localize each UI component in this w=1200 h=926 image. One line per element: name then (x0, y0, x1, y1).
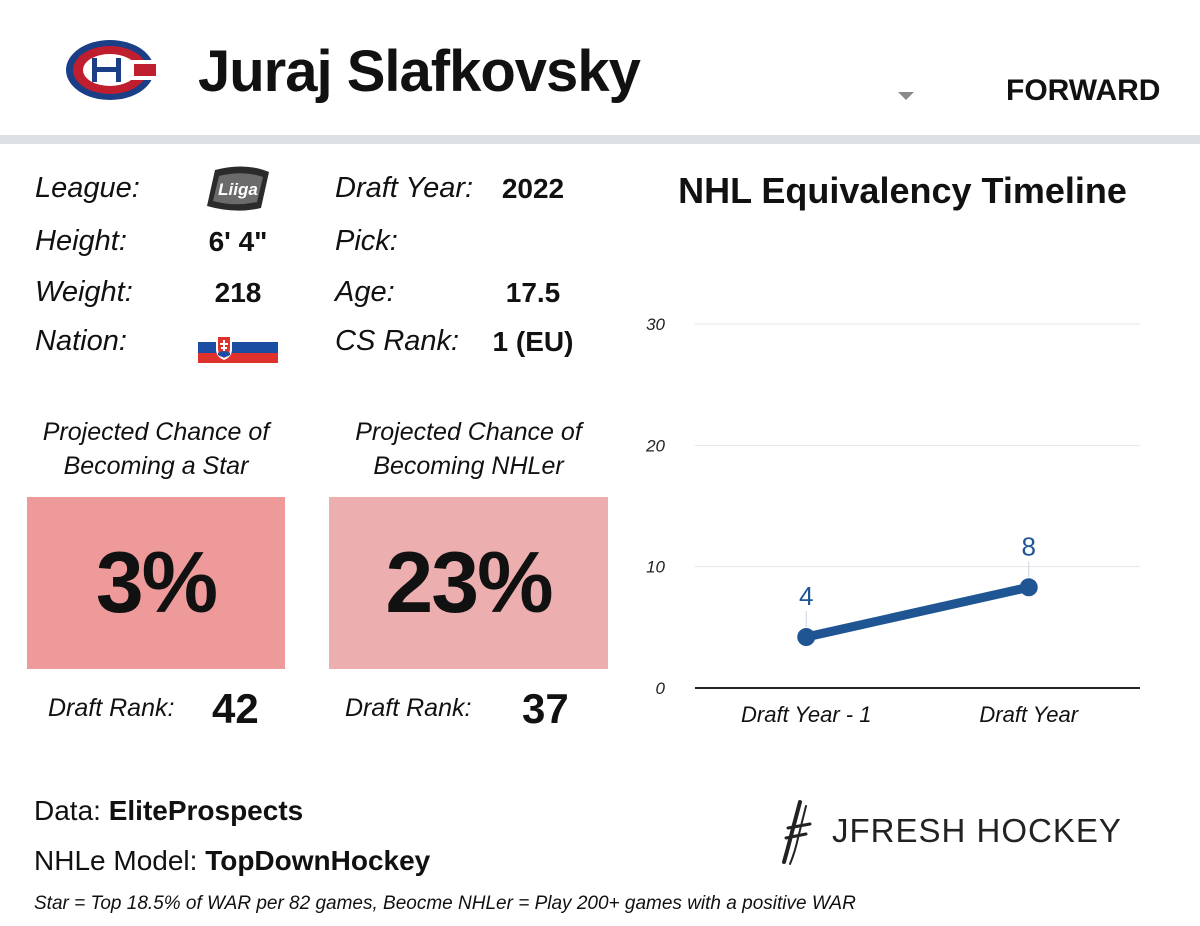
x-tick-label: Draft Year (979, 702, 1079, 727)
data-label: 8 (1022, 531, 1036, 561)
weight-value: 218 (214, 277, 262, 308)
x-tick-label: Draft Year - 1 (741, 702, 871, 727)
pick-label: Pick: (335, 225, 398, 257)
nhler-draft-rank-label: Draft Rank: (345, 694, 472, 722)
star-chance-value: 3% (95, 534, 218, 631)
data-source-name: EliteProspects (108, 795, 304, 826)
y-tick-label: 10 (646, 558, 665, 577)
nhler-projection-title: Projected Chance of Becoming NHLer (329, 415, 608, 483)
age-label: Age: (335, 276, 395, 308)
league-label: League: (35, 172, 140, 204)
star-projection-title: Projected Chance of Becoming a Star (27, 415, 285, 483)
draft-year-label: Draft Year: (335, 172, 474, 204)
slovakia-flag-icon (198, 331, 278, 363)
nhler-projection-title-line2: Becoming NHLer (373, 452, 564, 480)
position-dropdown-icon[interactable] (898, 92, 914, 100)
nhler-draft-rank-value: 37 (522, 685, 569, 732)
jfresh-logo-icon (780, 798, 820, 868)
nation-label: Nation: (35, 325, 127, 357)
star-draft-rank-label: Draft Rank: (48, 694, 175, 722)
data-point (797, 628, 816, 647)
y-tick-label: 0 (656, 679, 666, 698)
cs-rank-value: 1 (EU) (492, 326, 574, 357)
star-chance-box: 3% (27, 497, 285, 669)
nhler-projection-title-line1: Projected Chance of (355, 418, 582, 446)
star-projection-title-line1: Projected Chance of (42, 418, 270, 446)
liiga-logo-icon: Liiga (205, 164, 271, 214)
player-name: Juraj Slafkovsky (198, 39, 641, 104)
height-value: 6' 4" (208, 226, 268, 257)
nhler-chance-box: 23% (329, 497, 608, 669)
data-source-prefix: Data: (34, 795, 109, 826)
header-divider (0, 135, 1200, 144)
weight-label: Weight: (35, 276, 133, 308)
y-tick-label: 20 (645, 436, 665, 455)
nhle-timeline-chart: 0 10 20 30 Draft Year - 1 Draft Year 4 8 (645, 315, 1140, 727)
y-tick-label: 30 (646, 315, 665, 334)
data-label: 4 (799, 581, 813, 611)
height-label: Height: (35, 225, 127, 257)
cs-rank-label: CS Rank: (335, 325, 460, 357)
series-line (801, 582, 1034, 642)
footnote: Star = Top 18.5% of WAR per 82 games, Be… (34, 893, 856, 914)
data-source-line: Data: EliteProspects (34, 795, 303, 827)
star-projection-title-line2: Becoming a Star (63, 452, 249, 480)
age-value: 17.5 (505, 277, 561, 308)
draft-year-value: 2022 (501, 173, 565, 204)
chart-title: NHL Equivalency Timeline (678, 170, 1127, 211)
svg-text:Liiga: Liiga (218, 180, 258, 199)
data-point (1019, 578, 1038, 597)
canadiens-logo-icon (64, 38, 156, 102)
brand-name: JFRESH HOCKEY (832, 812, 1122, 849)
star-draft-rank-value: 42 (212, 685, 259, 732)
position-label: FORWARD (1006, 74, 1161, 107)
model-source-prefix: NHLe Model: (34, 845, 206, 876)
nhler-chance-value: 23% (385, 534, 553, 631)
model-source-line: NHLe Model: TopDownHockey (34, 845, 430, 877)
model-source-name: TopDownHockey (205, 845, 431, 876)
